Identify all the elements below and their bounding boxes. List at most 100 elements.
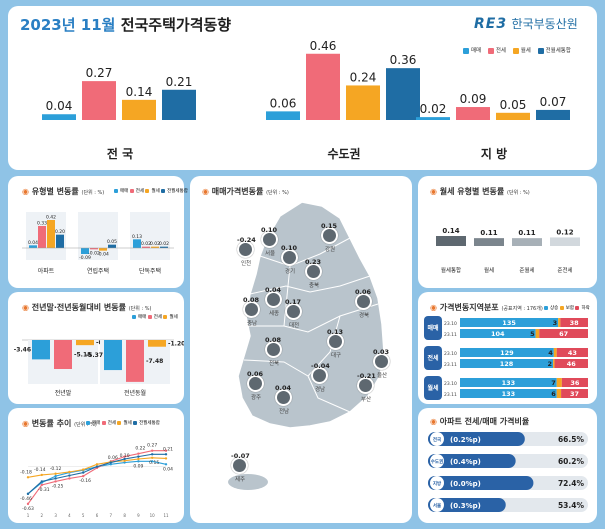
trend-card: ◉ 변동률 추이 (단위 : %) 매매 전세 월세 전월세통합 1 2 3 4 5 6 7… [8,408,184,523]
map-region-label: 울산 [377,373,388,379]
trend-point [82,474,85,478]
summary-bar-label: 0.06 [270,96,297,110]
map-pin-icon [321,227,338,244]
trend-data-label: -0.18 [20,469,32,475]
ratio-change-label: (0.2%p) [450,436,481,444]
summary-bar-label: 0.09 [460,92,487,106]
dist-group-bg [424,346,442,370]
dist-segment-label: 133 [502,390,516,398]
dist-segment [460,359,554,368]
trend-point [95,465,99,468]
trend-point [151,449,154,452]
dist-segment-label: 128 [500,360,514,368]
type-bar [108,244,116,248]
map-region-value: 0.08 [265,336,282,344]
trend-data-label: -0.14 [34,467,46,473]
dist-group-bg [424,376,442,400]
trend-point [54,472,57,475]
type-category-label: 아파트 [38,267,55,275]
ratio-fill [428,476,534,490]
type-bar-label: 0.04 [28,240,38,246]
ratio-badge [430,498,444,512]
map-region-label: 대전 [289,323,300,329]
type-bar [81,248,89,254]
monthly-bar-label: 0.11 [518,229,535,237]
summary-card: 2023년 11월 전국주택가격동향 RE3 한국부동산원 매매 전세 월세 전… [8,6,597,170]
type-bar-label: 0.02 [159,241,169,247]
map-region-label: 제주 [235,477,246,483]
map-pin-icon [285,303,302,320]
trend-point [123,457,126,461]
type-bar-label: 0.20 [55,229,65,235]
trend-point [164,457,168,460]
yearly-card: ◉ 전년말·전년동월대비 변동률 (단위 : %) 매매 전세 월세 -3.46… [8,292,184,404]
summary-bar-label: 0.14 [126,85,153,99]
type-category-label: 연립주택 [87,267,109,275]
yearly-legend: 매매 전세 월세 [132,314,178,320]
trend-data-label: -0.63 [22,506,34,512]
map-region-value: 0.06 [355,288,372,296]
ratio-change-label: (0.3%p) [450,502,481,510]
trend-point [137,457,140,461]
summary-bar-label: 0.02 [420,102,447,116]
type-bar-label: 0.02 [150,241,160,247]
map-region-label: 대구 [331,353,342,359]
map-pin-icon [247,375,264,392]
ratio-bar-chart: 전국 (0.2%p) 66.5% 수도권 (0.4%p) 60.2% 지방 (0.0%p) 72… [428,432,588,512]
trend-point [151,456,154,460]
dist-segment-label: 129 [500,349,514,357]
monthly-bar [550,237,580,246]
dist-group-label: 매매 [427,324,439,332]
monthly-title: ◉ 월세 유형별 변동률 (단위 : %) [430,187,530,196]
monthly-bar-chart: 0.14 월세통합 0.11 월세 0.11 준월세 0.12 준전세 [436,227,580,274]
ratio-value-label: 66.5% [558,435,585,444]
dist-segment [460,348,554,357]
summary-bar [346,85,380,120]
type-group-bg [130,212,170,260]
ratio-badge [430,476,444,490]
map-region-value: -0.21 [357,372,376,380]
type-bar-label: 0.33 [37,221,47,227]
trend-x-tick: 1 [27,513,30,518]
summary-bar [162,89,196,120]
map-region-label: 서울 [265,251,276,257]
yearly-bar-label: -5.18 [74,352,91,359]
dist-segment [460,389,557,398]
dist-segment [561,389,588,398]
map-pin-icon [281,249,298,266]
summary-bar-label: 0.27 [86,66,113,80]
monthly-bar [512,238,542,246]
trend-x-tick: 6 [96,513,99,518]
ratio-category-label: 수도권 [431,458,443,465]
type-bar [47,220,55,248]
type-card: ◉ 유형별 변동률 (단위 : %) 매매 전세 월세 전월세통합 0.04 0.… [8,176,188,288]
trend-data-label: 0.15 [149,460,159,466]
ratio-card: ◉ 아파트 전세/매매 가격비율 전국 (0.2%p) 66.5% 수도권 (0.4%p… [418,408,597,523]
trend-point [137,460,140,463]
trend-x-tick: 2 [41,513,44,518]
map-region-label: 충북 [309,283,320,289]
type-bar-label: -0.09 [79,255,91,261]
yearly-bar [104,340,122,371]
map-region-label: 경기 [285,269,296,275]
monthly-category-label: 월세 [484,266,494,274]
dist-segment-label: 4 [548,349,553,357]
trend-point [26,476,30,479]
trend-data-label: 0.10 [120,453,130,459]
map-region-value: 0.04 [265,286,282,294]
yearly-category-label: 전년동월 [124,389,146,397]
map-region-label: 광주 [251,395,262,401]
yearly-bar-label: -5.37 [86,352,103,359]
trend-point [123,455,126,458]
summary-bar-label: 0.46 [310,39,337,53]
map-pin-icon [305,263,322,280]
map-pin-icon [373,353,390,370]
trend-point [68,477,71,480]
type-bar [29,245,37,248]
map-region-value: -0.04 [311,362,330,370]
dist-period-label: 23.10 [444,321,457,327]
map-pin-icon [355,293,372,310]
dist-segment-label: 38 [570,319,580,327]
summary-bar-label: 0.21 [166,75,193,89]
